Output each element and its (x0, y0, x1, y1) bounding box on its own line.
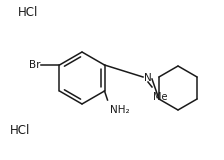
Text: N: N (144, 73, 152, 83)
Text: Br: Br (29, 60, 41, 70)
Text: HCl: HCl (18, 5, 38, 19)
Text: Me: Me (153, 92, 168, 102)
Text: HCl: HCl (10, 124, 30, 136)
Text: NH₂: NH₂ (110, 105, 129, 115)
